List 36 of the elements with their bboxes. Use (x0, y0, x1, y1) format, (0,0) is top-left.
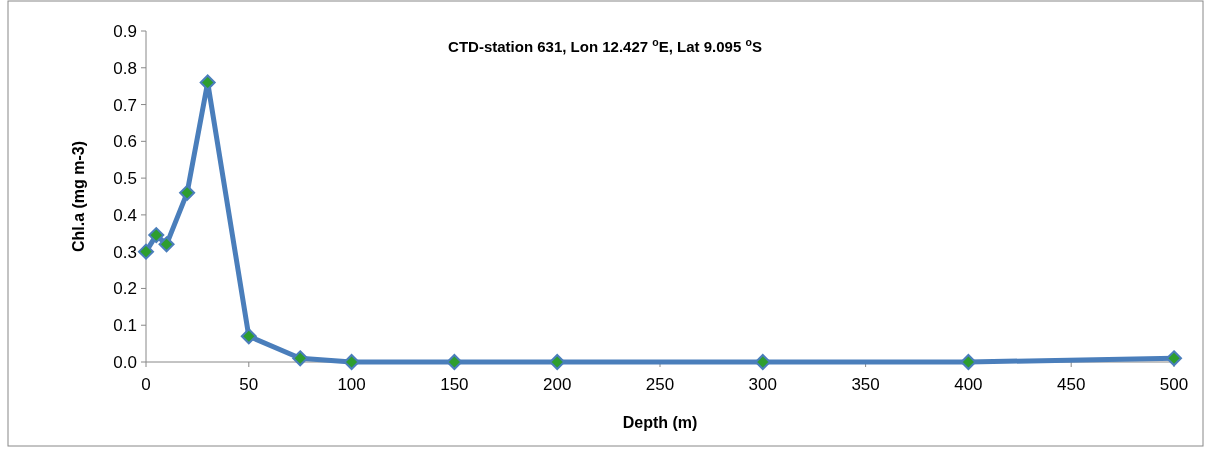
y-tick-label: 0.3 (113, 242, 137, 262)
x-tick-label: 100 (337, 375, 366, 394)
x-tick-label: 300 (748, 375, 777, 394)
x-tick-label: 350 (851, 375, 880, 394)
point (960, 354, 977, 370)
x-axis-title: Depth (m) (622, 414, 698, 431)
x-tick-label: 450 (1057, 375, 1086, 394)
y-tick-label: 0.2 (113, 279, 137, 299)
point (179, 184, 196, 201)
point (343, 354, 360, 370)
x-tick-label: 250 (645, 375, 675, 394)
point (148, 227, 165, 244)
point (549, 354, 566, 370)
y-tick-label: 0.5 (113, 169, 137, 189)
point (1166, 350, 1182, 367)
x-tick-label: 50 (239, 375, 259, 394)
y-tick-label: 0.4 (113, 205, 137, 225)
chart-title: CTD-station 631, Lon 12.427 $^{o}$E, Lat 9.095 $^{o}$S (448, 36, 762, 55)
x-tick-label: 0 (141, 375, 151, 394)
point (292, 350, 309, 367)
y-tick-label: 0.6 (113, 132, 137, 152)
x-tick-label: 400 (954, 375, 983, 394)
y-axis-title: Chl.a (mg m-3) (70, 140, 87, 253)
y-tick-label: 0.9 (113, 21, 137, 41)
y-tick-label: 0.7 (113, 95, 137, 115)
y-tick-label: 0.8 (113, 58, 137, 78)
x-tick-label: 200 (543, 375, 572, 394)
point (138, 243, 154, 260)
y-tick-label: 0.1 (113, 316, 137, 336)
y-tick-label: 0.0 (113, 352, 137, 372)
point (158, 236, 175, 253)
point (240, 328, 257, 345)
point (446, 354, 463, 370)
x-tick-label: 150 (440, 375, 469, 394)
point (754, 354, 771, 370)
x-tick-label: 500 (1159, 375, 1189, 394)
